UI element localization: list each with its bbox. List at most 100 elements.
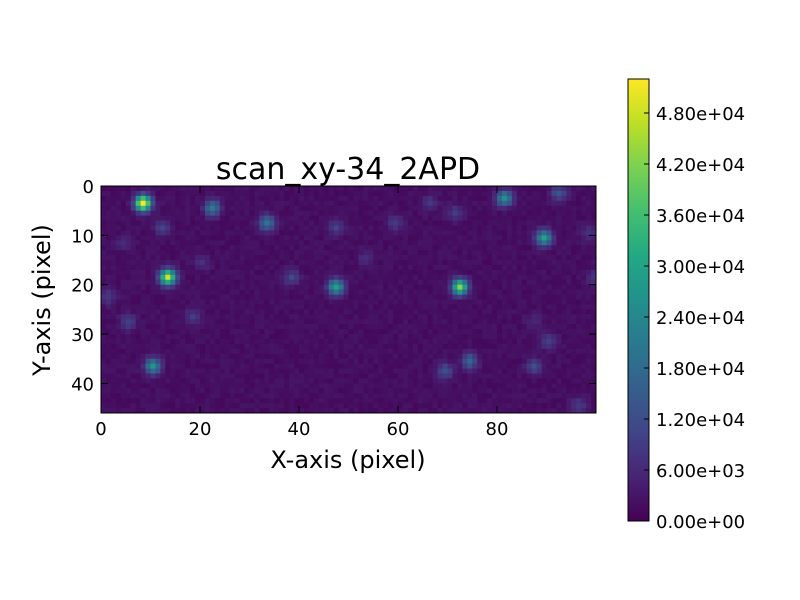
heatmap-cell (130, 304, 137, 310)
heatmap-cell (383, 388, 389, 394)
heatmap-cell (591, 324, 597, 330)
heatmap-cell (101, 205, 107, 212)
heatmap-cell (155, 398, 161, 404)
heatmap-cell (140, 348, 146, 355)
heatmap-cell (393, 289, 399, 295)
heatmap-cell (249, 225, 255, 231)
heatmap-cell (536, 299, 542, 305)
heatmap-cell (323, 210, 330, 216)
heatmap-cell (427, 378, 434, 384)
heatmap-cell (492, 235, 498, 241)
heatmap-cell (556, 284, 562, 291)
heatmap-cell (353, 289, 359, 295)
heatmap-cell (566, 408, 572, 414)
heatmap-cell (239, 294, 245, 300)
heatmap-cell (467, 343, 473, 350)
heatmap-cell (358, 403, 364, 409)
heatmap-cell (383, 230, 389, 236)
heatmap-cell (432, 358, 438, 365)
heatmap-cell (195, 393, 201, 399)
heatmap-cell (229, 363, 236, 369)
heatmap-cell (467, 235, 473, 241)
heatmap-cell (506, 304, 513, 310)
heatmap-cell (185, 338, 191, 345)
heatmap-cell (402, 210, 409, 216)
heatmap-cell (269, 240, 275, 246)
heatmap-cell (328, 363, 335, 369)
heatmap-cell (422, 269, 429, 276)
heatmap-cell (422, 388, 429, 394)
heatmap-cell (110, 358, 117, 365)
heatmap-cell (536, 279, 542, 286)
heatmap-cell (556, 329, 562, 335)
heatmap-cell (155, 279, 161, 286)
heatmap-cell (497, 215, 503, 221)
heatmap-cell (447, 383, 453, 389)
heatmap-cell (427, 210, 434, 216)
heatmap-cell (526, 393, 533, 399)
heatmap-cell (442, 378, 448, 384)
heatmap-cell (140, 398, 146, 404)
heatmap-cell (472, 319, 478, 325)
heatmap-cell (536, 338, 542, 345)
heatmap-cell (110, 274, 117, 281)
heatmap-cell (432, 210, 438, 216)
heatmap-cell (254, 269, 260, 276)
heatmap-cell (308, 235, 315, 241)
heatmap-cell (492, 309, 498, 315)
heatmap-cell (506, 383, 513, 389)
heatmap-cell (170, 403, 176, 409)
heatmap-cell (353, 220, 359, 226)
heatmap-cell (472, 383, 478, 389)
heatmap-cell (462, 358, 468, 365)
heatmap-cell (333, 245, 339, 251)
heatmap-cell (160, 319, 166, 325)
heatmap-cell (536, 353, 542, 360)
heatmap-cell (101, 368, 107, 374)
heatmap-cell (487, 210, 493, 216)
heatmap-cell (393, 388, 399, 394)
heatmap-cell (155, 334, 161, 340)
heatmap-cell (511, 319, 518, 325)
heatmap-cell (516, 398, 523, 404)
heatmap-cell (214, 408, 221, 414)
heatmap-cell (299, 255, 305, 261)
heatmap-cell (110, 393, 117, 399)
heatmap-cell (209, 190, 216, 197)
heatmap-cell (333, 393, 339, 399)
heatmap-cell (477, 393, 483, 399)
colorbar-tick-label: 3.00e+04 (656, 257, 745, 278)
heatmap-cell (482, 363, 488, 369)
heatmap-cell (190, 314, 196, 320)
heatmap-cell (105, 264, 112, 271)
heatmap-cell (209, 408, 216, 414)
heatmap-cell (487, 245, 493, 251)
heatmap-cell (249, 279, 255, 286)
heatmap-cell (289, 235, 295, 241)
heatmap-cell (442, 408, 448, 414)
heatmap-cell (353, 230, 359, 236)
heatmap-cell (195, 255, 201, 261)
heatmap-cell (343, 343, 349, 350)
heatmap-cell (571, 403, 577, 409)
heatmap-cell (417, 235, 424, 241)
heatmap-cell (284, 245, 290, 251)
heatmap-cell (492, 205, 498, 212)
heatmap-cell (432, 373, 438, 379)
heatmap-cell (358, 274, 364, 281)
heatmap-cell (284, 264, 290, 271)
heatmap-cell (442, 373, 448, 379)
heatmap-cell (323, 324, 330, 330)
heatmap-cell (492, 210, 498, 216)
heatmap-cell (398, 186, 404, 192)
heatmap-cell (264, 215, 270, 221)
heatmap-cell (343, 299, 349, 305)
heatmap-cell (125, 388, 132, 394)
heatmap-cell (576, 269, 582, 276)
heatmap-cell (457, 393, 463, 399)
heatmap-cell (180, 408, 186, 414)
heatmap-cell (511, 383, 518, 389)
heatmap-cell (254, 255, 260, 261)
heatmap-cell (229, 353, 236, 360)
heatmap-cell (571, 210, 577, 216)
